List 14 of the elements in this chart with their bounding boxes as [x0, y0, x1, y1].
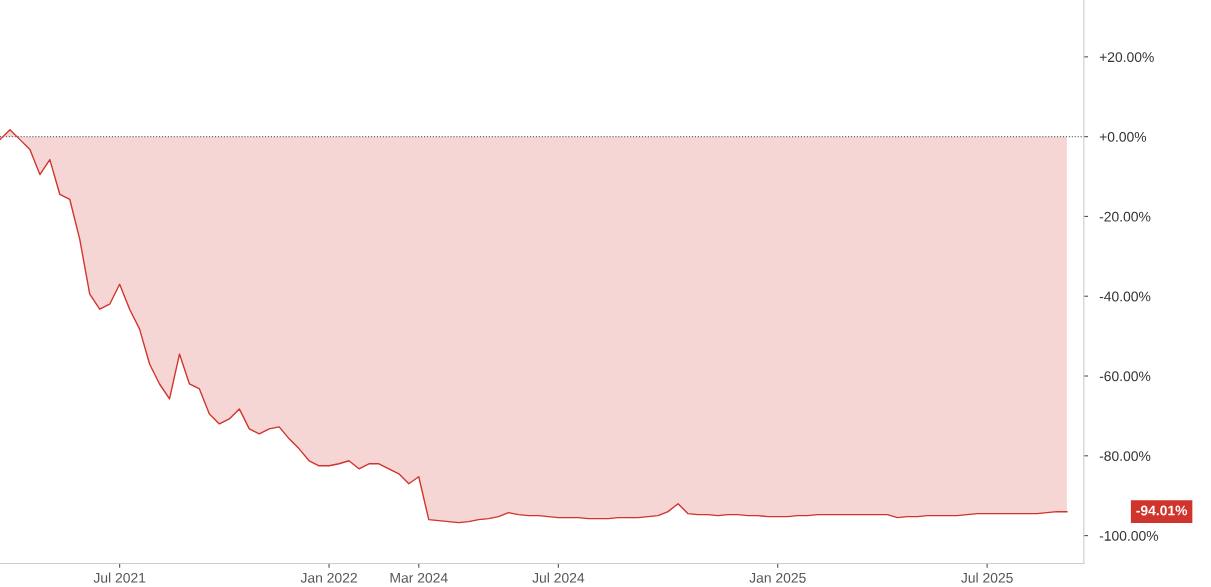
x-tick-label: Mar 2024: [390, 572, 448, 583]
y-tick-label: -40.00%: [1099, 291, 1151, 302]
x-tick-label: Jul 2025: [961, 572, 1013, 583]
y-tick-label: -60.00%: [1099, 371, 1151, 382]
x-tick-label: Jul 2021: [93, 572, 146, 583]
x-tick-label: Jul 2024: [532, 572, 585, 583]
y-tick-label: -100.00%: [1099, 530, 1159, 541]
x-tick-label: Jan 2025: [749, 572, 806, 583]
x-tick-label: Jan 2022: [300, 572, 357, 583]
y-tick-label: +0.00%: [1099, 131, 1147, 142]
y-tick-label: -80.00%: [1099, 451, 1151, 461]
y-tick-label: +20.00%: [1099, 52, 1154, 63]
text: -94.01%: [1136, 505, 1188, 516]
y-tick-label: -20.00%: [1099, 211, 1151, 222]
